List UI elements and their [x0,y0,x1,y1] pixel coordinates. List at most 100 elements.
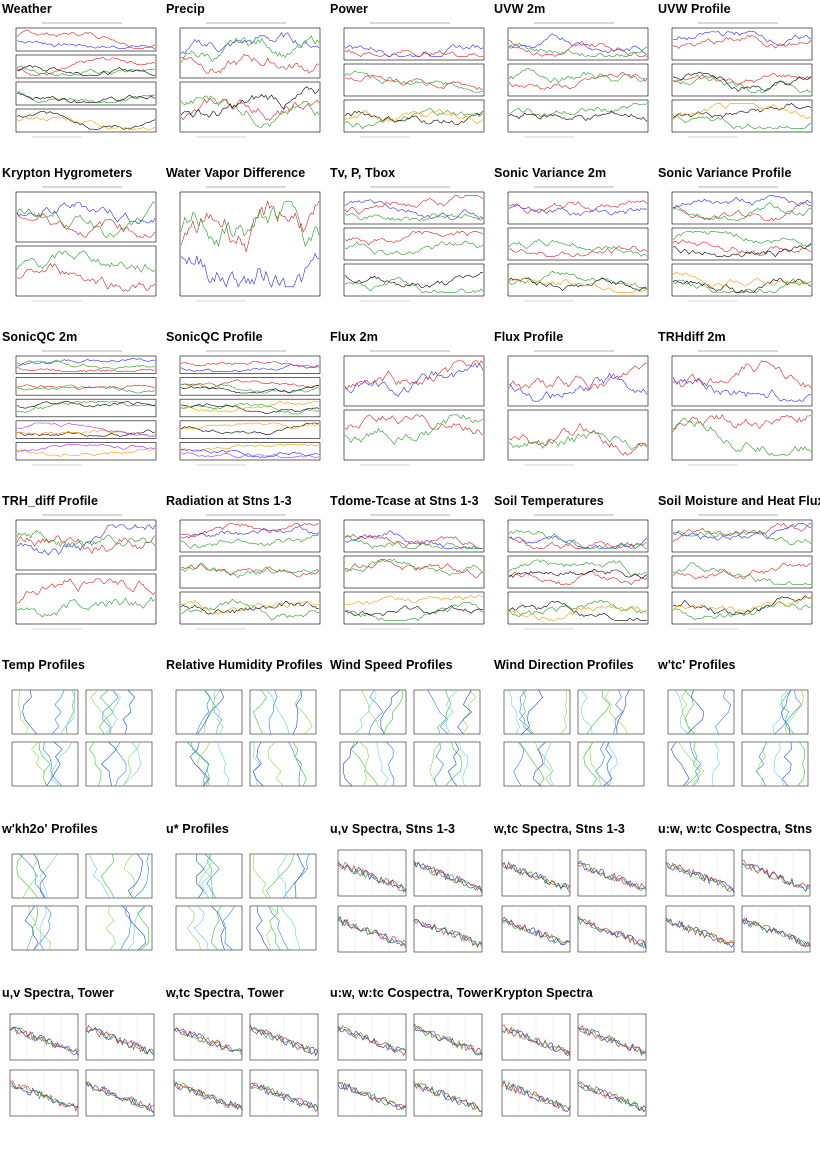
plot-tile[interactable]: u* Profiles [166,822,326,977]
plot-tile[interactable]: SonicQC Profile [166,330,326,485]
plot-title-link[interactable]: w,tc Spectra, Tower [166,986,284,1000]
plot-thumbnail-icon[interactable] [330,676,490,798]
plot-tile[interactable]: TRHdiff 2m [658,330,818,485]
plot-title-link[interactable]: TRHdiff 2m [658,330,726,344]
plot-tile[interactable]: Flux 2m [330,330,490,485]
plot-thumbnail-icon[interactable] [2,512,162,634]
plot-title-link[interactable]: Precip [166,2,205,16]
plot-thumbnail-icon[interactable] [330,184,490,306]
plot-tile[interactable]: w'tc' Profiles [658,658,818,813]
plot-thumbnail-icon[interactable] [658,676,818,798]
plot-thumbnail-icon[interactable] [330,20,490,142]
plot-tile[interactable]: UVW Profile [658,2,818,157]
plot-title-link[interactable]: Power [330,2,369,16]
plot-title-link[interactable]: TRH_diff Profile [2,494,99,508]
plot-thumbnail-icon[interactable] [330,348,490,470]
plot-tile[interactable]: Sonic Variance 2m [494,166,654,321]
plot-title-link[interactable]: Flux 2m [330,330,378,344]
plot-tile[interactable]: Flux Profile [494,330,654,485]
plot-title-link[interactable]: Soil Moisture and Heat Flux [658,494,820,508]
plot-tile[interactable]: TRH_diff Profile [2,494,162,649]
plot-thumbnail-icon[interactable] [166,676,326,798]
plot-title-link[interactable]: w'tc' Profiles [658,658,736,672]
plot-tile[interactable]: UVW 2m [494,2,654,157]
plot-tile[interactable]: Tv, P, Tbox [330,166,490,321]
plot-tile[interactable]: u,v Spectra, Tower [2,986,162,1141]
plot-tile[interactable]: Soil Moisture and Heat Flux [658,494,820,649]
plot-title-link[interactable]: Weather [2,2,52,16]
plot-thumbnail-icon[interactable] [166,184,326,306]
plot-thumbnail-icon[interactable] [658,348,818,470]
plot-title-link[interactable]: SonicQC 2m [2,330,78,344]
plot-thumbnail-icon[interactable] [330,512,490,634]
plot-title-link[interactable]: Temp Profiles [2,658,86,672]
plot-tile[interactable]: u,v Spectra, Stns 1-3 [330,822,490,977]
plot-tile[interactable]: Wind Speed Profiles [330,658,490,813]
plot-tile[interactable]: Power [330,2,490,157]
plot-thumbnail-icon[interactable] [494,184,654,306]
plot-thumbnail-icon[interactable] [494,20,654,142]
plot-tile[interactable]: Water Vapor Difference [166,166,326,321]
plot-thumbnail-icon[interactable] [494,840,654,962]
plot-thumbnail-icon[interactable] [166,840,326,962]
plot-title-link[interactable]: Sonic Variance 2m [494,166,607,180]
plot-title-link[interactable]: w,tc Spectra, Stns 1-3 [494,822,625,836]
plot-title-link[interactable]: Krypton Hygrometers [2,166,133,180]
plot-tile[interactable]: Krypton Hygrometers [2,166,162,321]
plot-title-link[interactable]: Relative Humidity Profiles [166,658,323,672]
plot-tile[interactable]: u:w, w:tc Cospectra, Tower [330,986,493,1141]
plot-thumbnail-icon[interactable] [658,840,818,962]
plot-title-link[interactable]: UVW 2m [494,2,546,16]
plot-tile[interactable]: Wind Direction Profiles [494,658,654,813]
plot-thumbnail-icon[interactable] [494,676,654,798]
plot-thumbnail-icon[interactable] [166,20,326,142]
plot-title-link[interactable]: u,v Spectra, Stns 1-3 [330,822,456,836]
plot-title-link[interactable]: u* Profiles [166,822,229,836]
plot-title-link[interactable]: Sonic Variance Profile [658,166,792,180]
plot-thumbnail-icon[interactable] [330,1004,490,1126]
plot-thumbnail-icon[interactable] [2,676,162,798]
plot-tile[interactable]: w,tc Spectra, Tower [166,986,326,1141]
plot-thumbnail-icon[interactable] [166,1004,326,1126]
plot-thumbnail-icon[interactable] [2,840,162,962]
plot-tile[interactable]: Sonic Variance Profile [658,166,818,321]
plot-title-link[interactable]: u:w, w:tc Cospectra, Tower [330,986,494,1000]
plot-thumbnail-icon[interactable] [494,512,654,634]
plot-title-link[interactable]: Krypton Spectra [494,986,593,1000]
plot-title-link[interactable]: u:w, w:tc Cospectra, Stns [658,822,813,836]
plot-tile[interactable]: SonicQC 2m [2,330,162,485]
plot-tile[interactable]: w,tc Spectra, Stns 1-3 [494,822,654,977]
plot-tile[interactable]: Radiation at Stns 1-3 [166,494,326,649]
plot-thumbnail-icon[interactable] [330,840,490,962]
plot-thumbnail-icon[interactable] [2,184,162,306]
plot-tile[interactable]: u:w, w:tc Cospectra, Stns [658,822,818,977]
plot-thumbnail-icon[interactable] [2,348,162,470]
plot-title-link[interactable]: Radiation at Stns 1-3 [166,494,292,508]
plot-tile[interactable]: Relative Humidity Profiles [166,658,326,813]
plot-thumbnail-icon[interactable] [658,20,818,142]
plot-thumbnail-icon[interactable] [2,20,162,142]
plot-thumbnail-icon[interactable] [2,1004,162,1126]
plot-title-link[interactable]: Wind Speed Profiles [330,658,453,672]
plot-title-link[interactable]: Soil Temperatures [494,494,604,508]
plot-title-link[interactable]: w'kh2o' Profiles [2,822,98,836]
plot-thumbnail-icon[interactable] [658,512,818,634]
plot-tile[interactable]: Soil Temperatures [494,494,654,649]
plot-title-link[interactable]: UVW Profile [658,2,731,16]
plot-tile[interactable]: Precip [166,2,326,157]
plot-tile[interactable]: w'kh2o' Profiles [2,822,162,977]
plot-thumbnail-icon[interactable] [494,348,654,470]
plot-title-link[interactable]: SonicQC Profile [166,330,263,344]
plot-thumbnail-icon[interactable] [658,184,818,306]
plot-title-link[interactable]: Tdome-Tcase at Stns 1-3 [330,494,479,508]
plot-thumbnail-icon[interactable] [166,512,326,634]
plot-thumbnail-icon[interactable] [166,348,326,470]
plot-tile[interactable]: Temp Profiles [2,658,162,813]
plot-tile[interactable]: Tdome-Tcase at Stns 1-3 [330,494,490,649]
plot-title-link[interactable]: Water Vapor Difference [166,166,306,180]
plot-title-link[interactable]: Tv, P, Tbox [330,166,396,180]
plot-title-link[interactable]: Wind Direction Profiles [494,658,634,672]
plot-title-link[interactable]: u,v Spectra, Tower [2,986,115,1000]
plot-title-link[interactable]: Flux Profile [494,330,564,344]
plot-tile[interactable]: Weather [2,2,162,157]
